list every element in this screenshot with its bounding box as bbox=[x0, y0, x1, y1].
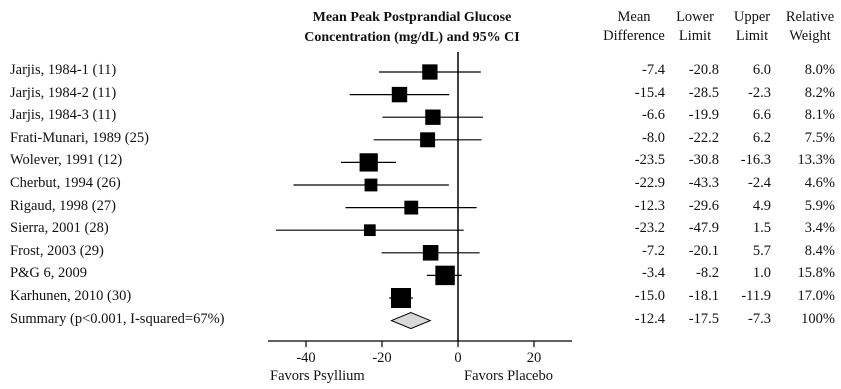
value-cell: -19.9 bbox=[688, 107, 719, 124]
value-cell: -15.0 bbox=[634, 288, 665, 304]
value-cell: 8.4% bbox=[804, 242, 835, 259]
value-cell: -43.3 bbox=[688, 175, 719, 191]
header-relative-weight: Relative Weight bbox=[780, 8, 840, 46]
value-cell: 7.5% bbox=[804, 129, 835, 146]
study-label: Jarjis, 1984-2 (11) bbox=[10, 84, 117, 101]
point-estimate-marker bbox=[422, 64, 438, 80]
summary-label: Summary (p<0.001, I-squared=67%) bbox=[10, 310, 225, 327]
value-cell: -2.4 bbox=[748, 175, 771, 191]
header-upper-line1: Upper bbox=[733, 9, 771, 25]
value-cell: 4.9 bbox=[752, 197, 771, 214]
header-weight-line2: Weight bbox=[789, 28, 831, 44]
value-cell: -23.2 bbox=[634, 220, 665, 237]
value-cell: -8.2 bbox=[696, 265, 719, 282]
summary-value-cell: -12.4 bbox=[634, 310, 665, 327]
value-cell: -18.1 bbox=[688, 288, 719, 304]
header-upper-line2: Limit bbox=[735, 28, 769, 44]
value-cell: -20.1 bbox=[688, 242, 719, 259]
study-label: Cherbut, 1994 (26) bbox=[10, 175, 121, 191]
value-cell: 17.0% bbox=[797, 288, 835, 304]
value-cell: -2.3 bbox=[748, 84, 771, 101]
study-label: Jarjis, 1984-1 (11) bbox=[10, 62, 117, 78]
point-estimate-marker bbox=[422, 245, 439, 261]
point-estimate-marker bbox=[391, 86, 408, 103]
point-estimate-marker bbox=[404, 200, 419, 215]
value-cell: 4.6% bbox=[804, 175, 835, 191]
value-cell: -7.4 bbox=[642, 62, 665, 78]
study-label: Sierra, 2001 (28) bbox=[10, 220, 109, 237]
value-cell: 1.0 bbox=[752, 265, 771, 282]
header-upper-limit: Upper Limit bbox=[726, 8, 778, 46]
chart-title-line1: Mean Peak Postprandial Glucose bbox=[312, 10, 512, 25]
summary-diamond bbox=[390, 312, 432, 330]
study-label: Frost, 2003 (29) bbox=[10, 242, 104, 259]
value-cell: 6.0 bbox=[752, 62, 771, 78]
value-cell: -8.0 bbox=[642, 129, 665, 146]
value-cell: 6.2 bbox=[752, 129, 771, 146]
value-cell: -23.5 bbox=[634, 152, 665, 169]
study-label: P&G 6, 2009 bbox=[10, 265, 87, 282]
value-cell: 5.9% bbox=[804, 197, 835, 214]
x-tick-label: 20 bbox=[526, 350, 542, 366]
study-label: Karhunen, 2010 (30) bbox=[10, 288, 132, 304]
value-cell: -30.8 bbox=[688, 152, 719, 169]
summary-value-cell: -17.5 bbox=[688, 310, 719, 327]
point-estimate-marker bbox=[435, 265, 455, 286]
value-cell: -22.2 bbox=[688, 129, 719, 146]
study-label: Frati-Munari, 1989 (25) bbox=[10, 129, 149, 146]
chart-title-line2: Concentration (mg/dL) and 95% CI bbox=[304, 30, 520, 45]
value-cell: 13.3% bbox=[797, 152, 835, 169]
x-tick-label: 0 bbox=[454, 350, 462, 366]
value-cell: -47.9 bbox=[688, 220, 719, 237]
value-cell: -29.6 bbox=[688, 197, 719, 214]
summary-value-cell: 100% bbox=[801, 310, 835, 327]
value-cell: 8.2% bbox=[804, 84, 835, 101]
value-cell: -7.2 bbox=[642, 242, 665, 259]
value-cell: 3.4% bbox=[804, 220, 835, 237]
study-label: Rigaud, 1998 (27) bbox=[10, 197, 116, 214]
x-tick-label: -40 bbox=[296, 350, 316, 366]
header-mean-difference: Mean Difference bbox=[598, 8, 670, 46]
point-estimate-marker bbox=[425, 109, 441, 125]
value-cell: 15.8% bbox=[797, 265, 835, 282]
value-cell: -15.4 bbox=[634, 84, 665, 101]
header-lower-line1: Lower bbox=[676, 9, 714, 25]
chart-title: Mean Peak Postprandial Glucose Concentra… bbox=[262, 8, 562, 48]
point-estimate-marker bbox=[364, 178, 378, 192]
header-lower-limit: Lower Limit bbox=[666, 8, 724, 46]
point-estimate-marker bbox=[391, 288, 411, 308]
point-estimate-marker bbox=[359, 153, 378, 172]
x-tick-label: -20 bbox=[372, 350, 392, 366]
value-cell: 5.7 bbox=[752, 242, 771, 259]
point-estimate-marker bbox=[363, 224, 376, 237]
header-mean-line2: Difference bbox=[603, 28, 665, 44]
favors-psyllium-label: Favors Psyllium bbox=[270, 368, 365, 384]
header-lower-line2: Limit bbox=[678, 28, 712, 44]
value-cell: -12.3 bbox=[634, 197, 665, 214]
header-mean-line1: Mean bbox=[617, 9, 651, 25]
value-cell: -28.5 bbox=[688, 84, 719, 101]
value-cell: 8.0% bbox=[804, 62, 835, 78]
header-weight-line1: Relative bbox=[785, 9, 835, 25]
point-estimate-marker bbox=[420, 132, 436, 148]
value-cell: -16.3 bbox=[740, 152, 771, 169]
summary-value-cell: -7.3 bbox=[748, 310, 771, 327]
value-cell: -3.4 bbox=[642, 265, 665, 282]
study-label: Jarjis, 1984-3 (11) bbox=[10, 107, 117, 124]
value-cell: 1.5 bbox=[752, 220, 771, 237]
value-cell: -11.9 bbox=[741, 288, 771, 304]
favors-placebo-label: Favors Placebo bbox=[464, 368, 553, 384]
value-cell: -20.8 bbox=[688, 62, 719, 78]
value-cell: 6.6 bbox=[752, 107, 771, 124]
value-cell: 8.1% bbox=[804, 107, 835, 124]
study-label: Wolever, 1991 (12) bbox=[10, 152, 123, 169]
value-cell: -6.6 bbox=[642, 107, 665, 124]
value-cell: -22.9 bbox=[634, 175, 665, 191]
